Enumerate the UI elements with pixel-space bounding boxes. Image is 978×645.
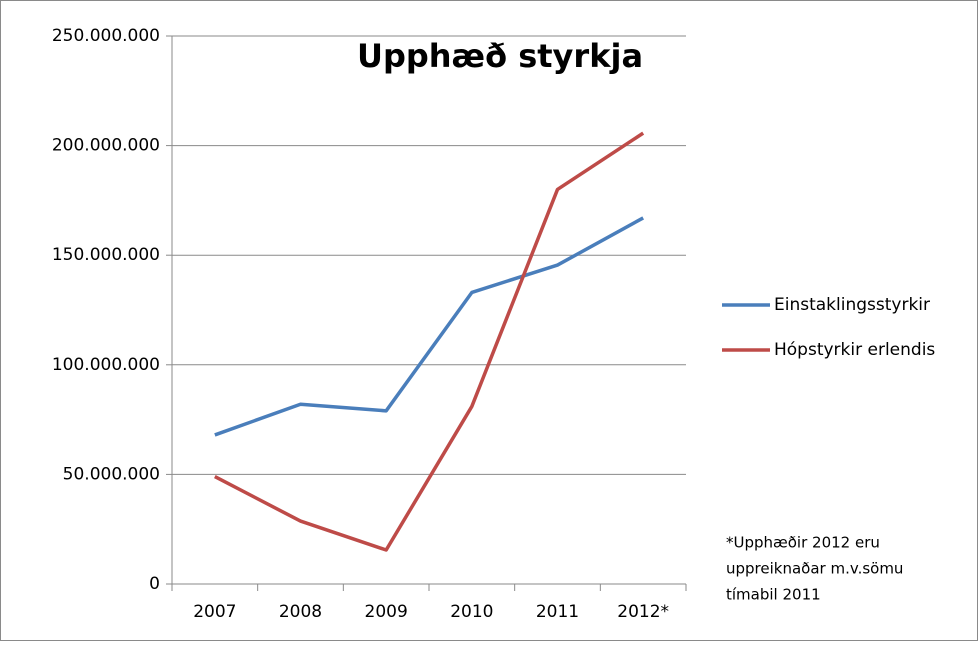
annotation: *Upphæðir 2012 eru: [726, 534, 880, 552]
annotation: tímabil 2011: [726, 586, 821, 604]
y-tick-label: 100.000.000: [52, 355, 160, 375]
x-tick-label: 2008: [279, 602, 322, 622]
data-line: [214, 216, 645, 437]
y-tick-label: 200.000.000: [52, 136, 160, 156]
x-tick-label: 2009: [365, 602, 408, 622]
x-tick-label: 2007: [193, 602, 236, 622]
data-line: [214, 131, 645, 552]
annotation: uppreiknaðar m.v.sömu: [726, 560, 903, 578]
legend-label: Einstaklingsstyrkir: [774, 295, 930, 315]
y-tick-label: 50.000.000: [63, 464, 160, 484]
chart-title: Upphæð styrkja: [357, 37, 643, 75]
x-tick-label: 2011: [536, 602, 579, 622]
y-tick-label: 250.000.000: [52, 26, 160, 46]
legend-label: Hópstyrkir erlendis: [774, 340, 935, 360]
x-tick-label: 2012*: [617, 602, 669, 622]
y-tick-label: 0: [149, 574, 160, 594]
y-tick-label: 150.000.000: [52, 245, 160, 265]
x-tick-label: 2010: [450, 602, 493, 622]
